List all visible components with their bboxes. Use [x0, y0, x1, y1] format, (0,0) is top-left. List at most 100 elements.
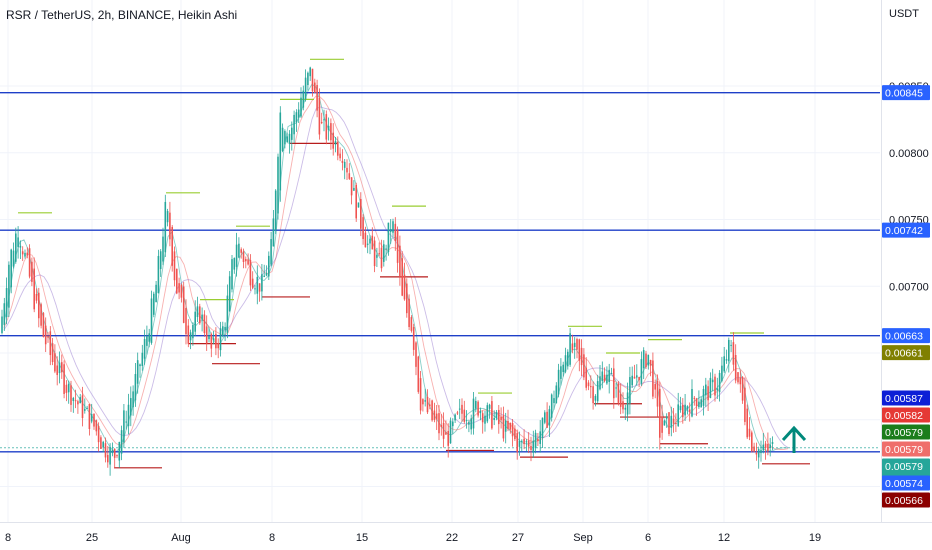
- candle-body: [693, 397, 696, 399]
- candle-body: [442, 422, 445, 439]
- candle-body: [320, 121, 323, 124]
- candle-body: [337, 141, 339, 156]
- candle-body: [42, 313, 45, 337]
- candle-body: [302, 90, 305, 108]
- candle-body: [610, 372, 613, 374]
- candle-body: [488, 404, 491, 409]
- candle-body: [265, 272, 268, 276]
- candle-body: [143, 339, 146, 359]
- candle-body: [679, 405, 682, 411]
- candle-body: [369, 238, 371, 244]
- candle-body: [130, 398, 132, 416]
- candle-body: [458, 408, 461, 410]
- candle-body: [725, 359, 728, 361]
- candle-body: [157, 255, 160, 294]
- candle-body: [702, 388, 705, 406]
- candle-body: [557, 369, 560, 395]
- candle-body: [162, 236, 164, 262]
- candle-body: [555, 385, 558, 404]
- candle-body: [509, 422, 512, 430]
- candle-body: [341, 160, 344, 163]
- candle-body: [412, 327, 415, 350]
- candle-body: [380, 247, 383, 269]
- candle-body: [189, 332, 192, 341]
- candle-body: [502, 415, 505, 439]
- candle-body: [530, 446, 532, 450]
- candle-body: [118, 442, 121, 461]
- candle-body: [629, 377, 631, 404]
- chart-title: RSR / TetherUS, 2h, BINANCE, Heikin Ashi: [6, 8, 237, 22]
- candle-body: [684, 404, 686, 416]
- candle-body: [461, 404, 463, 414]
- candle-body: [677, 404, 679, 426]
- candle-body: [544, 412, 546, 423]
- candle-body: [134, 374, 137, 401]
- candle-body: [424, 400, 426, 402]
- candle-body: [215, 333, 217, 349]
- candle-body: [734, 355, 737, 381]
- candle-body: [212, 338, 215, 341]
- candle-body: [525, 441, 528, 443]
- candle-body: [387, 222, 390, 253]
- candle-body: [47, 336, 49, 338]
- candle-body: [102, 441, 104, 448]
- candle-body: [316, 85, 318, 111]
- candle-body: [714, 376, 716, 396]
- candle-body: [63, 364, 65, 394]
- candle-body: [438, 413, 440, 434]
- candle-body: [327, 125, 330, 131]
- candle-body: [769, 444, 771, 448]
- candle-body: [180, 284, 183, 298]
- candle-body: [330, 123, 332, 141]
- candle-body: [196, 306, 199, 318]
- candle-body: [470, 418, 472, 430]
- candle-body: [472, 398, 475, 429]
- candle-body: [192, 324, 194, 339]
- candle-body: [498, 409, 500, 425]
- candle-body: [281, 127, 284, 152]
- candle-body: [242, 251, 245, 262]
- candle-body: [245, 259, 247, 262]
- candle-body: [389, 229, 392, 232]
- candle-body: [28, 248, 31, 277]
- candle-body: [721, 365, 723, 382]
- time-tick-label: 27: [512, 532, 524, 544]
- candle-body: [318, 97, 321, 135]
- price-tags: 0.00845 0.00742 0.00663 0.00661 0.00587 0.005…: [882, 85, 930, 508]
- candle-body: [732, 342, 735, 365]
- support-resistance-lines[interactable]: [0, 91, 880, 453]
- candle-body: [670, 415, 673, 428]
- candle-body: [576, 339, 578, 350]
- candle-body: [194, 311, 196, 332]
- candle-body: [376, 254, 378, 258]
- candle-body: [5, 288, 8, 318]
- candle-body: [97, 425, 100, 443]
- candle-body: [592, 386, 594, 404]
- candle-body: [205, 326, 208, 344]
- candle-body: [111, 450, 114, 454]
- candle-body: [10, 249, 12, 288]
- candle-body: [415, 342, 417, 367]
- candle-body: [360, 198, 362, 229]
- price-tag: [882, 390, 930, 406]
- candle-body: [72, 397, 75, 401]
- candle-body: [169, 212, 171, 240]
- time-tick-label: 8: [5, 532, 11, 544]
- candle-body: [263, 275, 265, 277]
- candle-body: [171, 227, 173, 266]
- candle-body: [433, 410, 436, 420]
- candle-body: [573, 342, 576, 348]
- candle-body: [300, 97, 302, 117]
- candle-body: [656, 381, 659, 407]
- candle-body: [385, 248, 387, 250]
- candle-body: [90, 414, 93, 422]
- candle-body: [88, 403, 91, 429]
- candle-body: [445, 432, 447, 435]
- candle-body: [426, 396, 429, 413]
- candle-body: [33, 268, 35, 310]
- candle-body: [222, 326, 224, 337]
- candle-body: [767, 443, 769, 452]
- candle-body: [619, 393, 622, 407]
- candle-body: [93, 413, 95, 427]
